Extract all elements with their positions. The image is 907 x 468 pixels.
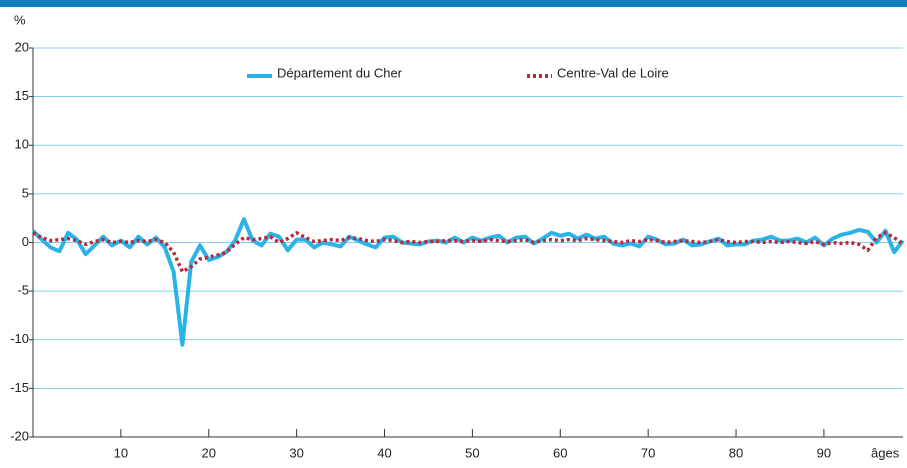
x-tick-label: 50 [465, 445, 479, 460]
x-tick-label: 70 [641, 445, 655, 460]
header-bar [0, 0, 907, 7]
y-tick-label: -5 [17, 283, 29, 298]
y-tick-label: 20 [15, 39, 29, 54]
legend-label: Centre-Val de Loire [557, 65, 669, 80]
y-tick-label: 0 [22, 234, 29, 249]
y-axis-label: % [14, 12, 26, 27]
x-tick-label: 10 [114, 445, 128, 460]
x-tick-label: 40 [377, 445, 391, 460]
x-tick-label: 80 [729, 445, 743, 460]
x-tick-label: 30 [289, 445, 303, 460]
y-tick-label: 15 [15, 88, 29, 103]
y-tick-label: -15 [10, 380, 29, 395]
series-line [31, 217, 905, 347]
y-tick-label: 10 [15, 137, 29, 152]
x-axis-label: âges [871, 445, 900, 460]
x-tick-label: 20 [202, 445, 216, 460]
x-tick-label: 90 [817, 445, 831, 460]
y-tick-label: -10 [10, 331, 29, 346]
series-line [32, 231, 905, 274]
y-tick-label: -20 [10, 428, 29, 443]
y-tick-label: 5 [22, 185, 29, 200]
legend-label: Département du Cher [277, 65, 403, 80]
x-tick-label: 60 [553, 445, 567, 460]
